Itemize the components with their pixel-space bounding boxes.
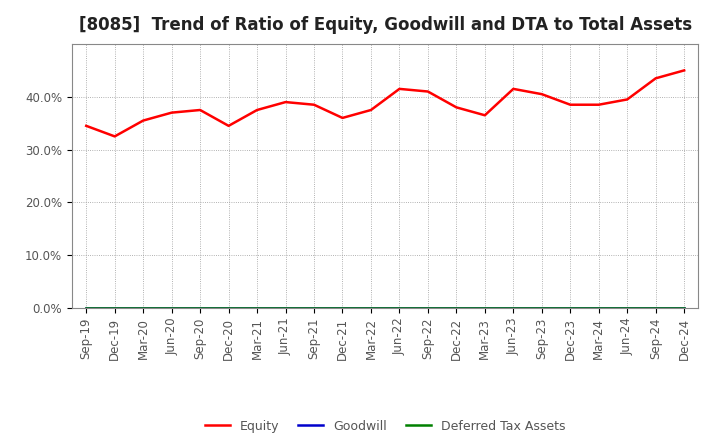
- Equity: [452, 105, 461, 110]
- Deferred Tax Assets: [82, 305, 91, 311]
- Deferred Tax Assets: [196, 305, 204, 311]
- Goodwill: [366, 305, 375, 311]
- Goodwill: [395, 305, 404, 311]
- Goodwill: [595, 305, 603, 311]
- Equity: [595, 102, 603, 107]
- Goodwill: [537, 305, 546, 311]
- Equity: [110, 134, 119, 139]
- Deferred Tax Assets: [595, 305, 603, 311]
- Equity: [338, 115, 347, 121]
- Deferred Tax Assets: [225, 305, 233, 311]
- Equity: [310, 102, 318, 107]
- Legend: Equity, Goodwill, Deferred Tax Assets: Equity, Goodwill, Deferred Tax Assets: [200, 414, 570, 437]
- Equity: [167, 110, 176, 115]
- Goodwill: [480, 305, 489, 311]
- Equity: [423, 89, 432, 94]
- Goodwill: [253, 305, 261, 311]
- Deferred Tax Assets: [395, 305, 404, 311]
- Goodwill: [310, 305, 318, 311]
- Goodwill: [423, 305, 432, 311]
- Deferred Tax Assets: [167, 305, 176, 311]
- Deferred Tax Assets: [253, 305, 261, 311]
- Equity: [509, 86, 518, 92]
- Goodwill: [509, 305, 518, 311]
- Equity: [680, 68, 688, 73]
- Goodwill: [282, 305, 290, 311]
- Equity: [652, 76, 660, 81]
- Deferred Tax Assets: [537, 305, 546, 311]
- Equity: [282, 99, 290, 105]
- Goodwill: [652, 305, 660, 311]
- Equity: [566, 102, 575, 107]
- Deferred Tax Assets: [480, 305, 489, 311]
- Deferred Tax Assets: [110, 305, 119, 311]
- Equity: [395, 86, 404, 92]
- Equity: [480, 113, 489, 118]
- Goodwill: [225, 305, 233, 311]
- Deferred Tax Assets: [139, 305, 148, 311]
- Deferred Tax Assets: [509, 305, 518, 311]
- Equity: [139, 118, 148, 123]
- Deferred Tax Assets: [338, 305, 347, 311]
- Goodwill: [139, 305, 148, 311]
- Deferred Tax Assets: [680, 305, 688, 311]
- Goodwill: [452, 305, 461, 311]
- Equity: [537, 92, 546, 97]
- Deferred Tax Assets: [282, 305, 290, 311]
- Title: [8085]  Trend of Ratio of Equity, Goodwill and DTA to Total Assets: [8085] Trend of Ratio of Equity, Goodwil…: [78, 16, 692, 34]
- Goodwill: [82, 305, 91, 311]
- Equity: [196, 107, 204, 113]
- Deferred Tax Assets: [423, 305, 432, 311]
- Goodwill: [110, 305, 119, 311]
- Equity: [366, 107, 375, 113]
- Deferred Tax Assets: [452, 305, 461, 311]
- Goodwill: [196, 305, 204, 311]
- Goodwill: [680, 305, 688, 311]
- Deferred Tax Assets: [623, 305, 631, 311]
- Equity: [253, 107, 261, 113]
- Line: Equity: Equity: [86, 70, 684, 136]
- Goodwill: [566, 305, 575, 311]
- Goodwill: [623, 305, 631, 311]
- Deferred Tax Assets: [652, 305, 660, 311]
- Goodwill: [167, 305, 176, 311]
- Deferred Tax Assets: [566, 305, 575, 311]
- Equity: [225, 123, 233, 128]
- Deferred Tax Assets: [366, 305, 375, 311]
- Deferred Tax Assets: [310, 305, 318, 311]
- Goodwill: [338, 305, 347, 311]
- Equity: [82, 123, 91, 128]
- Equity: [623, 97, 631, 102]
